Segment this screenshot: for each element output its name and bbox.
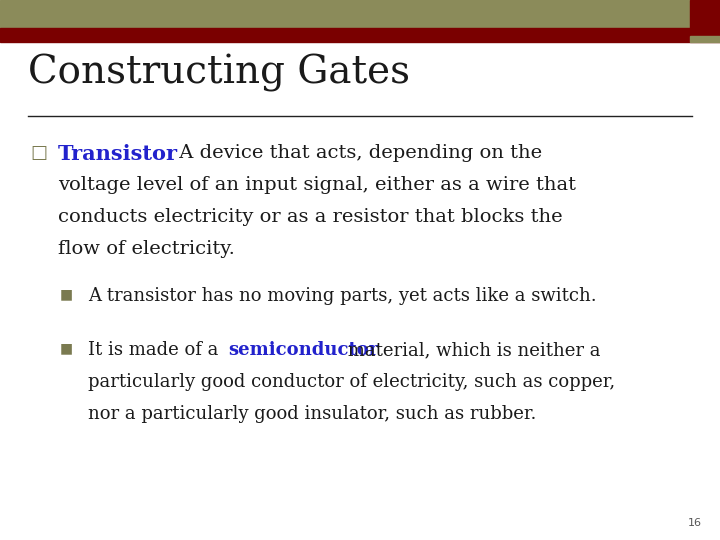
Text: material, which is neither a: material, which is neither a: [342, 341, 600, 359]
Bar: [690, 0, 720, 28]
Text: voltage level of an input signal, either as a wire that: voltage level of an input signal, either…: [58, 176, 576, 194]
Text: It is made of a: It is made of a: [88, 341, 224, 359]
Bar: [0, 0, 720, 28]
Text: semiconductor: semiconductor: [228, 341, 378, 359]
Bar: [0, 28, 720, 42]
Text: A device that acts, depending on the: A device that acts, depending on the: [173, 144, 542, 162]
Text: 16: 16: [688, 518, 702, 528]
Text: Constructing Gates: Constructing Gates: [28, 54, 410, 92]
Bar: [690, 36, 720, 42]
Text: ■: ■: [60, 341, 73, 355]
Text: nor a particularly good insulator, such as rubber.: nor a particularly good insulator, such …: [88, 405, 536, 423]
Text: particularly good conductor of electricity, such as copper,: particularly good conductor of electrici…: [88, 373, 615, 391]
Text: flow of electricity.: flow of electricity.: [58, 240, 235, 258]
Text: conducts electricity or as a resistor that blocks the: conducts electricity or as a resistor th…: [58, 208, 562, 226]
Text: □: □: [30, 144, 47, 162]
Text: ■: ■: [60, 287, 73, 301]
Text: Transistor: Transistor: [58, 144, 178, 164]
Text: A transistor has no moving parts, yet acts like a switch.: A transistor has no moving parts, yet ac…: [88, 287, 597, 305]
